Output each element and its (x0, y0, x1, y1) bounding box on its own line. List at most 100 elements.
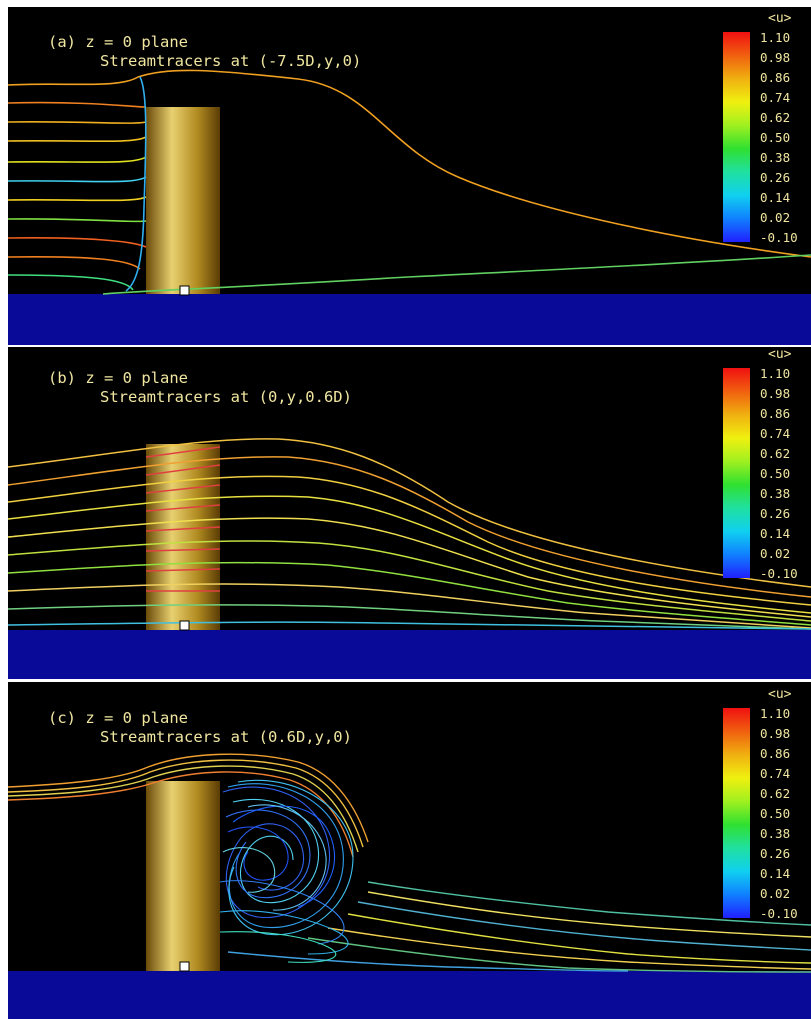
origin-marker (179, 620, 190, 631)
panel-b-figure (8, 438, 811, 679)
streamline (8, 540, 811, 622)
colorbar-tick-label: 0.74 (760, 90, 791, 105)
streamline (8, 69, 811, 258)
streamline (145, 464, 221, 476)
colorbar-tick-label: 0.86 (760, 70, 791, 85)
colorbar-tick-label: -0.10 (760, 906, 798, 921)
streamline (219, 880, 345, 945)
cylinder (146, 107, 220, 294)
colorbar-tick-label: 1.10 (760, 706, 791, 721)
panel-a: (a) z = 0 plane Streamtracers at (-7.5D,… (8, 7, 811, 345)
streamline (8, 176, 147, 183)
panel-a-figure (8, 69, 811, 345)
colorbar-tick-label: -0.10 (760, 566, 798, 581)
streamlines (8, 438, 811, 630)
streamline (227, 826, 289, 881)
colorbar-tick-label: 0.74 (760, 426, 791, 441)
streamline (219, 910, 349, 955)
streamline (8, 237, 147, 248)
streamline (347, 913, 811, 964)
colorbar-tick-label: 0.62 (760, 786, 791, 801)
colorbar-tick-label: 0.50 (760, 466, 791, 481)
colorbar-tick-label: 0.98 (760, 726, 791, 741)
streamline (307, 937, 811, 973)
streamline (225, 809, 311, 899)
streamline (227, 783, 344, 929)
colorbar-tick-label: 1.10 (760, 366, 791, 381)
streamline (327, 927, 811, 970)
colorbar-tick-label: 0.38 (760, 486, 791, 501)
legend-title: <u> (768, 687, 792, 702)
colorbar (723, 32, 750, 242)
streamline (219, 931, 337, 963)
streamline (8, 101, 147, 108)
colorbar-tick-label: 0.26 (760, 170, 791, 185)
streamline (145, 526, 221, 532)
streamline (8, 753, 369, 843)
colorbar-tick-label: 0.86 (760, 746, 791, 761)
legend-title: <u> (768, 347, 792, 362)
streamline (232, 798, 320, 904)
colorbar-tick-label: 1.10 (760, 30, 791, 45)
ground-plane (8, 294, 811, 345)
colorbar-tick-label: 0.62 (760, 446, 791, 461)
colorbar-tick-label: 0.86 (760, 406, 791, 421)
streamline (367, 891, 811, 938)
panel-subtitle: Streamtracers at (-7.5D,y,0) (100, 52, 362, 70)
streamline (8, 218, 147, 223)
colorbar-tick-label: 0.02 (760, 546, 791, 561)
streamline (222, 847, 276, 893)
streamline (8, 136, 147, 143)
colorbar (723, 368, 750, 578)
panel-label: (c) z = 0 plane (48, 709, 188, 727)
streamlines (8, 753, 811, 973)
streamline (145, 548, 221, 552)
streamline (8, 274, 134, 291)
streamline (247, 804, 327, 911)
streamlines (8, 69, 811, 295)
colorbar-tick-label: 0.26 (760, 846, 791, 861)
colorbar-tick-label: -0.10 (760, 230, 798, 245)
ground-plane (8, 630, 811, 679)
streamline (8, 196, 147, 202)
colorbar-tick-label: 0.38 (760, 150, 791, 165)
cylinder (146, 444, 220, 630)
streamline (8, 561, 811, 626)
streamline (228, 779, 354, 936)
colorbar-tick-label: 0.98 (760, 50, 791, 65)
panel-subtitle: Streamtracers at (0,y,0.6D) (100, 388, 352, 406)
panel-c-figure (8, 753, 811, 1019)
panel-b: (b) z = 0 plane Streamtracers at (0,y,0.… (8, 347, 811, 679)
colorbar-tick-label: 0.14 (760, 526, 791, 541)
recirculation-vortex (219, 779, 354, 963)
origin-marker (179, 285, 190, 296)
cylinder (146, 781, 220, 971)
colorbar-tick-label: 0.14 (760, 190, 791, 205)
colorbar-tick-label: 0.74 (760, 766, 791, 781)
ground-plane (8, 971, 811, 1019)
colorbar-tick-label: 0.38 (760, 826, 791, 841)
streamline (145, 504, 221, 512)
streamline (8, 256, 141, 270)
streamline (8, 765, 359, 853)
colorbar-tick-label: 0.26 (760, 506, 791, 521)
colorbar-tick-label: 0.02 (760, 886, 791, 901)
streamline (8, 604, 811, 630)
streamline (8, 156, 147, 163)
colorbar (723, 708, 750, 918)
streamline (8, 438, 811, 588)
streamline (8, 121, 147, 124)
panel-label: (b) z = 0 plane (48, 369, 188, 387)
streamline (8, 583, 811, 629)
colorbar-tick-label: 0.50 (760, 130, 791, 145)
streamline (145, 484, 221, 494)
colorbar-tick-label: 0.02 (760, 210, 791, 225)
streamline (102, 254, 811, 295)
streamline (8, 456, 811, 598)
streamline (357, 901, 811, 951)
streamline (8, 495, 811, 614)
legend-title: <u> (768, 11, 792, 26)
colorbar-tick-label: 0.50 (760, 806, 791, 821)
origin-marker (179, 961, 190, 972)
colorbar-tick-label: 0.14 (760, 866, 791, 881)
